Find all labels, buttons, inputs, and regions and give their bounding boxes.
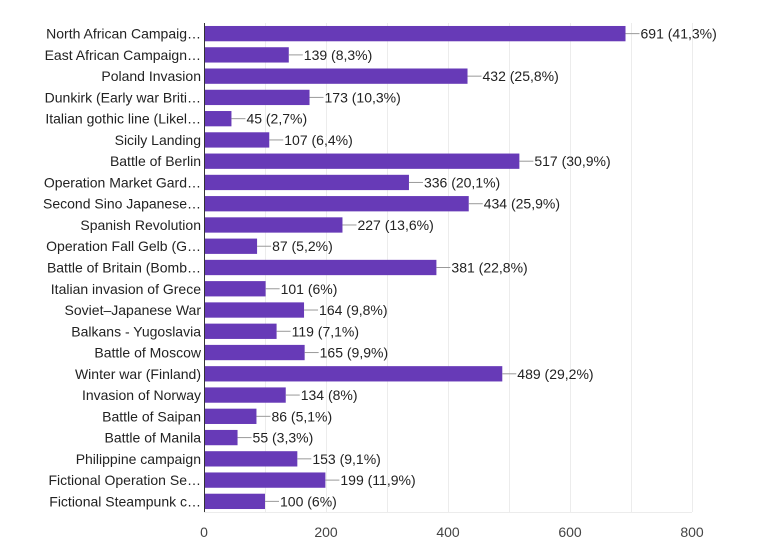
x-tick-label: 200 xyxy=(314,524,338,540)
bar xyxy=(204,174,409,191)
category-labels: North African Campaig… East African Campa… xyxy=(43,26,202,510)
x-tick-label: 800 xyxy=(680,524,704,540)
category-label: Battle of Saipan xyxy=(102,408,201,424)
data-label: 164 (9,8%) xyxy=(319,302,387,318)
category-label: Spanish Revolution xyxy=(80,217,201,233)
bar xyxy=(204,47,289,63)
data-label: 381 (22,8%) xyxy=(451,260,527,276)
bar xyxy=(204,408,257,424)
bar xyxy=(204,153,520,169)
bar xyxy=(204,259,437,276)
data-label: 107 (6,4%) xyxy=(284,132,352,148)
category-label: Operation Fall Gelb (G… xyxy=(46,238,201,254)
bar xyxy=(204,238,258,254)
bar xyxy=(204,132,270,148)
bar xyxy=(204,387,286,403)
category-label: Second Sino Japanese… xyxy=(43,196,201,212)
data-label: 489 (29,2%) xyxy=(517,366,593,382)
data-label: 86 (5,1%) xyxy=(271,408,332,424)
data-label: 87 (5,2%) xyxy=(272,238,333,254)
category-label: Invasion of Norway xyxy=(82,387,201,403)
category-label: Fictional Steampunk c… xyxy=(49,493,201,509)
data-label: 173 (10,3%) xyxy=(325,89,401,105)
category-label: Philippine campaign xyxy=(76,451,201,467)
bar xyxy=(204,68,468,84)
category-label: Soviet–Japanese War xyxy=(65,302,202,318)
bar xyxy=(204,89,310,106)
category-label: Dunkirk (Early war Briti… xyxy=(45,89,201,105)
data-label: 434 (25,9%) xyxy=(484,196,560,212)
x-tick-label: 0 xyxy=(200,524,208,540)
bar xyxy=(204,366,503,382)
category-label: Italian invasion of Grece xyxy=(51,281,201,297)
bars: 691 (41,3%) 139 (8,3%) 432 (25,8%) 173 (10,… xyxy=(204,25,717,510)
bar xyxy=(204,493,265,510)
data-label: 432 (25,8%) xyxy=(483,68,559,84)
category-label: Operation Market Gard… xyxy=(44,174,201,190)
x-tick-label: 400 xyxy=(436,524,460,540)
category-label: Battle of Britain (Bomb… xyxy=(47,260,201,276)
bar xyxy=(204,217,343,233)
data-label: 153 (9,1%) xyxy=(312,451,380,467)
data-label: 139 (8,3%) xyxy=(304,47,372,63)
data-label: 119 (7,1%) xyxy=(292,323,359,339)
category-label: Fictional Operation Se… xyxy=(48,472,201,488)
category-label: Balkans - Yugoslavia xyxy=(71,323,201,339)
bar xyxy=(204,196,469,212)
category-label: Winter war (Finland) xyxy=(75,366,201,382)
category-label: Italian gothic line (Likel… xyxy=(45,111,201,127)
category-label: Battle of Berlin xyxy=(110,153,201,169)
bar xyxy=(204,429,238,446)
bar xyxy=(204,111,232,127)
category-label: Sicily Landing xyxy=(115,132,201,148)
bar xyxy=(204,25,626,42)
data-label: 55 (3,3%) xyxy=(253,430,314,446)
category-label: North African Campaig… xyxy=(46,26,201,42)
x-tick-label: 600 xyxy=(558,524,582,540)
data-label: 517 (30,9%) xyxy=(534,153,610,169)
bar xyxy=(204,451,298,467)
bar xyxy=(204,344,305,361)
category-label: Battle of Manila xyxy=(105,430,202,446)
data-label: 227 (13,6%) xyxy=(357,217,433,233)
bar xyxy=(204,281,266,297)
data-label: 336 (20,1%) xyxy=(424,174,500,190)
bar xyxy=(204,472,326,488)
data-label: 45 (2,7%) xyxy=(246,111,307,127)
data-label: 691 (41,3%) xyxy=(641,26,717,42)
category-label: Battle of Moscow xyxy=(94,345,201,361)
bar xyxy=(204,302,305,318)
data-label: 165 (9,9%) xyxy=(320,345,388,361)
x-tick-labels: 0 200 400 600 800 xyxy=(200,524,704,540)
data-label: 199 (11,9%) xyxy=(340,472,415,488)
category-label: East African Campaign… xyxy=(45,47,201,63)
bar xyxy=(204,323,277,339)
data-label: 101 (6%) xyxy=(281,281,338,297)
data-label: 100 (6%) xyxy=(280,493,337,509)
category-label: Poland Invasion xyxy=(101,68,201,84)
data-label: 134 (8%) xyxy=(301,387,358,403)
